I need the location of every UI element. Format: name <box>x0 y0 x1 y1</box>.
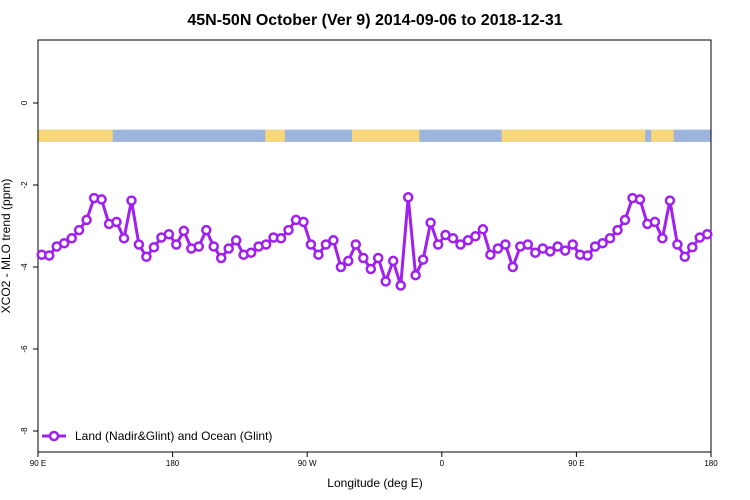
data-point <box>530 247 541 258</box>
data-point <box>118 233 130 244</box>
data-point <box>313 249 324 260</box>
data-point <box>687 242 698 253</box>
data-point <box>178 225 190 237</box>
data-point <box>275 233 287 244</box>
data-point <box>582 250 593 261</box>
data-point <box>657 233 668 244</box>
data-point <box>402 192 414 203</box>
data-point <box>96 194 107 205</box>
data-point <box>552 241 563 252</box>
data-point <box>485 249 496 260</box>
data-point <box>597 237 608 249</box>
land-band <box>265 129 285 142</box>
data-point <box>81 214 92 226</box>
x-axis-label: Longitude (deg E) <box>327 476 422 490</box>
data-point <box>470 231 481 242</box>
y-tick-label: -8 <box>20 427 29 435</box>
y-tick-label: 0 <box>20 100 29 105</box>
data-point <box>604 233 616 244</box>
legend-marker-swatch <box>48 430 60 442</box>
data-point <box>305 239 317 250</box>
data-point <box>492 243 504 254</box>
legend: Land (Nadir&Glint) and Ocean (Glint) <box>42 429 272 443</box>
data-point <box>230 235 242 246</box>
data-point <box>141 251 152 263</box>
data-point <box>350 239 362 250</box>
x-tick-label: 90 W <box>298 459 317 468</box>
land-ocean-strip <box>38 129 711 142</box>
data-point <box>283 224 294 236</box>
data-point <box>432 239 444 250</box>
land-band <box>38 129 113 142</box>
data-point <box>260 239 272 250</box>
data-point <box>522 239 534 250</box>
data-point <box>163 228 175 240</box>
land-band <box>501 129 646 142</box>
data-point <box>477 224 489 235</box>
data-point <box>544 246 556 257</box>
data-point <box>343 255 354 267</box>
data-point <box>380 276 391 287</box>
data-point <box>612 224 623 236</box>
x-tick-label: 90 E <box>30 459 46 468</box>
data-point <box>372 252 384 264</box>
y-axis-ticks: 0 -2 -4 -6 -8 <box>20 100 38 435</box>
data-point <box>223 243 234 254</box>
plot-frame <box>37 39 712 453</box>
land-band <box>651 129 674 142</box>
data-point <box>66 233 77 244</box>
data-point <box>171 239 182 250</box>
y-axis-label: XCO2 - MLO trend (ppm) <box>0 179 13 314</box>
x-tick-label: 0 <box>440 459 445 468</box>
data-point <box>245 247 257 258</box>
data-point <box>507 261 519 273</box>
data-point <box>335 261 347 273</box>
data-point <box>425 217 436 228</box>
data-point <box>208 241 219 252</box>
data-point <box>500 239 511 250</box>
chart-title: 45N-50N October (Ver 9) 2014-09-06 to 20… <box>187 12 562 29</box>
data-point <box>649 216 661 228</box>
data-point <box>417 254 429 265</box>
data-point <box>679 251 691 263</box>
x-axis-ticks: 90 E 180 90 W 0 90 E 180 <box>30 452 718 468</box>
x-tick-label: 90 E <box>568 459 584 468</box>
data-point <box>447 233 459 244</box>
data-point <box>328 235 339 246</box>
data-point <box>58 237 70 249</box>
data-point <box>702 228 713 240</box>
data-point <box>193 241 205 252</box>
data-point <box>148 242 160 253</box>
data-point <box>320 239 332 250</box>
data-point <box>215 252 227 264</box>
data-point <box>201 224 212 236</box>
data-point <box>395 280 406 291</box>
data-point <box>358 252 369 264</box>
x-tick-label: 180 <box>166 459 180 468</box>
data-point <box>634 194 646 205</box>
data-point <box>619 214 631 226</box>
data-point <box>559 245 571 256</box>
data-point <box>455 239 466 250</box>
data-point <box>133 239 145 250</box>
y-tick-label: -6 <box>20 345 29 353</box>
data-point <box>387 255 399 267</box>
data-point <box>73 224 85 236</box>
land-band <box>352 129 420 142</box>
y-tick-label: -4 <box>20 263 29 271</box>
x-tick-label: 180 <box>704 459 718 468</box>
data-point <box>126 195 137 206</box>
data-point <box>298 216 309 228</box>
data-point <box>567 239 578 250</box>
data-point <box>672 239 683 250</box>
series-layer <box>36 192 713 291</box>
data-point <box>365 263 377 275</box>
data-point <box>111 216 122 228</box>
legend-label: Land (Nadir&Glint) and Ocean (Glint) <box>75 429 272 443</box>
y-tick-label: -2 <box>20 181 29 189</box>
data-point <box>410 269 421 281</box>
data-point <box>43 250 55 261</box>
data-point <box>664 195 676 206</box>
